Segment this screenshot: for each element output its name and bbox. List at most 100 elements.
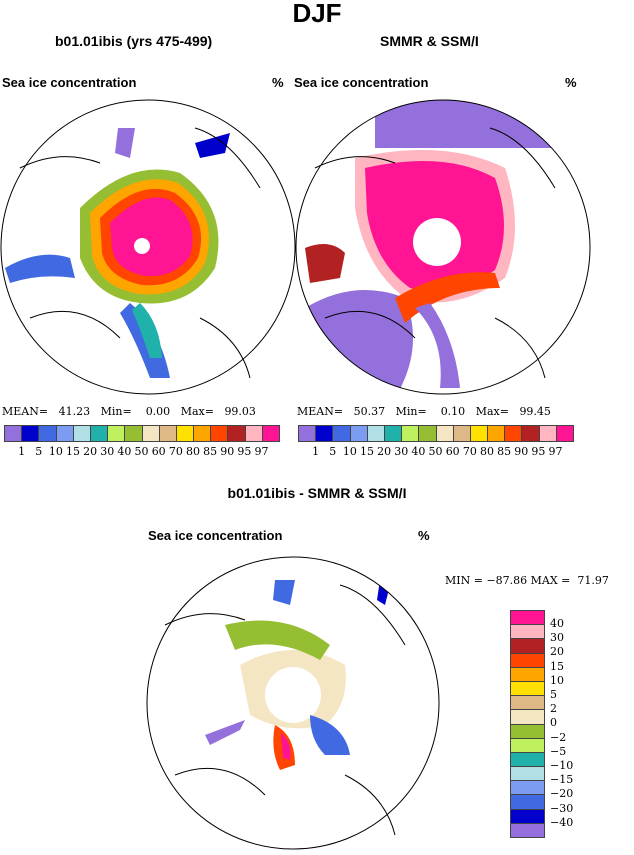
- colorbar-label: −10: [550, 759, 574, 773]
- colorbar-box: [511, 639, 544, 654]
- diff-units: %: [418, 528, 430, 543]
- panel2-colorbar-labels: 1 5 10 15 20 30 40 50 60 70 80 85 90 95 97: [307, 445, 564, 458]
- panel2-units: %: [565, 75, 577, 90]
- colorbar-label: 85: [497, 445, 512, 458]
- colorbar-box: [384, 426, 403, 441]
- colorbar-label: 97: [254, 445, 269, 458]
- colorbar-box: [125, 426, 143, 441]
- colorbar-label: 15: [65, 445, 80, 458]
- colorbar-label: 0: [550, 716, 557, 730]
- diff-stats: MIN = −87.86 MAX = 71.97: [445, 574, 609, 587]
- colorbar-box: [73, 426, 91, 441]
- colorbar-label: 90: [514, 445, 529, 458]
- colorbar-box: [511, 710, 544, 725]
- colorbar-box: [511, 625, 544, 640]
- colorbar-box: [22, 426, 40, 441]
- colorbar-label: 5: [550, 688, 557, 702]
- colorbar-box: [511, 653, 544, 668]
- colorbar-box: [511, 795, 544, 810]
- colorbar-label: 70: [168, 445, 183, 458]
- colorbar-box: [228, 426, 246, 441]
- colorbar-box: [453, 426, 471, 441]
- colorbar-label: 40: [550, 617, 564, 630]
- colorbar-label: 40: [411, 445, 426, 458]
- colorbar-label: 20: [550, 645, 564, 659]
- colorbar-box: [39, 426, 57, 441]
- diff-colorbar-labels: 40 30 20 15 10 5 2 0 −2 −5 −10 −15 −20 −30 −40: [550, 617, 573, 830]
- colorbar-box: [511, 781, 544, 796]
- colorbar-label: 60: [445, 445, 460, 458]
- panel1-variable: Sea ice concentration: [2, 75, 137, 90]
- colorbar-box: [511, 611, 544, 626]
- colorbar-box: [511, 809, 544, 824]
- colorbar-box: [505, 426, 523, 441]
- colorbar-box: [511, 752, 544, 768]
- colorbar-label: 20: [83, 445, 98, 458]
- colorbar-box: [470, 426, 489, 441]
- colorbar-label: −40: [550, 815, 574, 829]
- panel1-colorbar: [4, 425, 280, 442]
- colorbar-box: [367, 426, 385, 441]
- colorbar-label: 70: [462, 445, 477, 458]
- colorbar-box: [262, 426, 279, 441]
- colorbar-label: −5: [550, 744, 567, 758]
- colorbar-label: 20: [377, 445, 392, 458]
- colorbar-label: 95: [237, 445, 252, 458]
- colorbar-label: −30: [550, 801, 574, 815]
- diff-variable: Sea ice concentration: [148, 528, 283, 543]
- figure-title: DJF: [292, 0, 342, 28]
- panel1-map: [0, 99, 296, 395]
- colorbar-box: [511, 696, 544, 711]
- colorbar-label: 90: [220, 445, 235, 458]
- colorbar-label: 85: [203, 445, 218, 458]
- panel2-title: SMMR & SSM/I: [380, 33, 479, 49]
- colorbar-label: 30: [550, 631, 564, 645]
- diff-title: b01.01ibis - SMMR & SSM/I: [227, 485, 407, 501]
- colorbar-label: 5: [329, 445, 337, 458]
- colorbar-box: [176, 426, 195, 441]
- colorbar-box: [5, 426, 23, 441]
- colorbar-box: [436, 426, 454, 441]
- panel1-title: b01.01ibis (yrs 475-499): [55, 33, 213, 49]
- colorbar-box: [333, 426, 351, 441]
- colorbar-box: [142, 426, 160, 441]
- colorbar-label: 5: [35, 445, 43, 458]
- colorbar-box: [211, 426, 229, 441]
- colorbar-label: 30: [394, 445, 409, 458]
- colorbar-box: [511, 823, 544, 837]
- colorbar-box: [419, 426, 437, 441]
- colorbar-box: [299, 426, 317, 441]
- colorbar-label: 50: [428, 445, 443, 458]
- colorbar-label: 1: [312, 445, 320, 458]
- colorbar-box: [511, 767, 544, 782]
- colorbar-box: [511, 681, 544, 697]
- colorbar-label: 30: [100, 445, 115, 458]
- colorbar-box: [511, 667, 544, 682]
- colorbar-box: [245, 426, 263, 441]
- panel2-colorbar: [298, 425, 574, 442]
- colorbar-label: 50: [134, 445, 149, 458]
- colorbar-box: [539, 426, 557, 441]
- panel2-map: [295, 99, 591, 395]
- colorbar-box: [556, 426, 573, 441]
- colorbar-label: 40: [117, 445, 132, 458]
- diff-map: [146, 556, 440, 850]
- colorbar-label: 15: [359, 445, 374, 458]
- colorbar-label: 15: [550, 659, 564, 673]
- colorbar-box: [522, 426, 540, 441]
- panel2-stats: MEAN= 50.37 Min= 0.10 Max= 99.45: [297, 405, 551, 418]
- colorbar-box: [488, 426, 506, 441]
- colorbar-box: [108, 426, 126, 441]
- panel1-colorbar-labels: 1 5 10 15 20 30 40 50 60 70 80 85 90 95 97: [13, 445, 270, 458]
- colorbar-label: 80: [185, 445, 200, 458]
- colorbar-label: −15: [550, 773, 574, 787]
- colorbar-box: [159, 426, 177, 441]
- colorbar-box: [316, 426, 334, 441]
- colorbar-label: 10: [550, 673, 564, 687]
- colorbar-label: 60: [151, 445, 166, 458]
- colorbar-box: [194, 426, 212, 441]
- colorbar-label: −2: [550, 730, 567, 744]
- panel1-units: %: [272, 75, 284, 90]
- colorbar-label: 10: [342, 445, 357, 458]
- colorbar-box: [511, 738, 544, 753]
